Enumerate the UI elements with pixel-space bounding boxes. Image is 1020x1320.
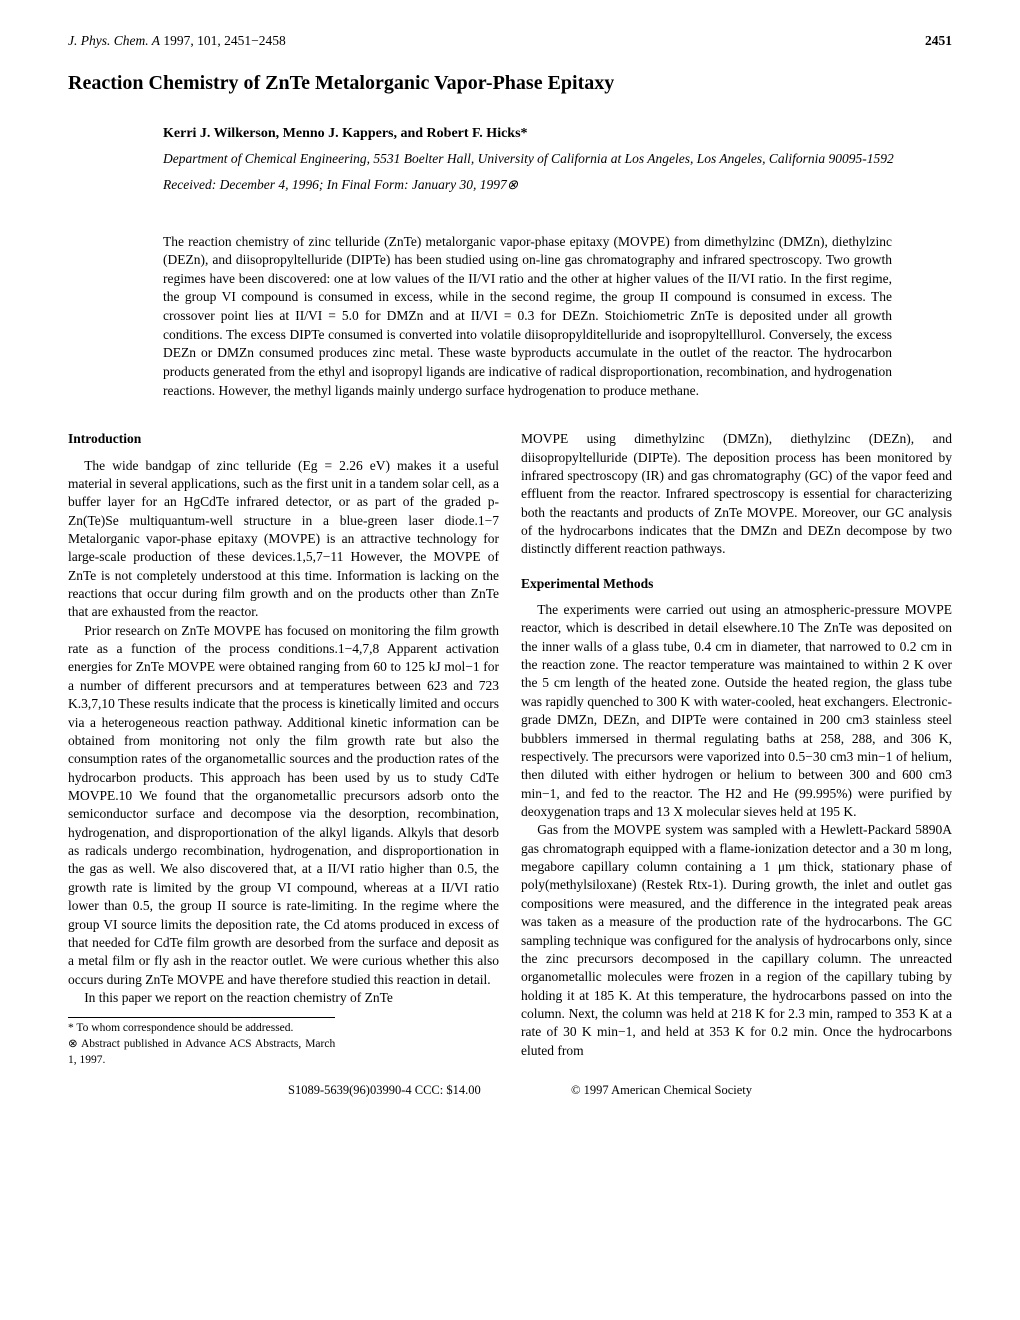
authors-block: Kerri J. Wilkerson, Menno J. Kappers, an… bbox=[163, 125, 932, 194]
footnotes: * To whom correspondence should be addre… bbox=[68, 1017, 335, 1068]
footnote-abstract-published: ⊗ Abstract published in Advance ACS Abst… bbox=[68, 1037, 335, 1068]
journal-year: 1997, bbox=[163, 33, 193, 48]
intro-paragraph-1: The wide bandgap of zinc telluride (Eg =… bbox=[68, 457, 499, 622]
intro-continuation: MOVPE using dimethylzinc (DMZn), diethyl… bbox=[521, 430, 952, 559]
article-title: Reaction Chemistry of ZnTe Metalorganic … bbox=[68, 70, 952, 97]
column-right: MOVPE using dimethylzinc (DMZn), diethyl… bbox=[521, 430, 952, 1068]
page-number: 2451 bbox=[925, 32, 952, 50]
copyright: © 1997 American Chemical Society bbox=[571, 1082, 752, 1099]
experimental-paragraph-1: The experiments were carried out using a… bbox=[521, 601, 952, 821]
column-left: Introduction The wide bandgap of zinc te… bbox=[68, 430, 499, 1068]
received-line: Received: December 4, 1996; In Final For… bbox=[163, 176, 932, 194]
authors: Kerri J. Wilkerson, Menno J. Kappers, an… bbox=[163, 125, 932, 144]
affiliation: Department of Chemical Engineering, 5531… bbox=[163, 150, 932, 168]
section-heading-experimental: Experimental Methods bbox=[521, 575, 952, 593]
intro-paragraph-3: In this paper we report on the reaction … bbox=[68, 989, 499, 1007]
footnote-correspondence: * To whom correspondence should be addre… bbox=[68, 1021, 335, 1037]
journal-name: J. Phys. Chem. A bbox=[68, 33, 160, 48]
journal-pages: 2451−2458 bbox=[224, 33, 286, 48]
experimental-paragraph-2: Gas from the MOVPE system was sampled wi… bbox=[521, 821, 952, 1060]
section-heading-introduction: Introduction bbox=[68, 430, 499, 448]
intro-paragraph-2: Prior research on ZnTe MOVPE has focused… bbox=[68, 622, 499, 989]
journal-reference: J. Phys. Chem. A 1997, 101, 2451−2458 bbox=[68, 32, 286, 50]
journal-volume: 101, bbox=[197, 33, 221, 48]
footer-row: S1089-5639(96)03990-4 CCC: $14.00 © 1997… bbox=[68, 1082, 952, 1099]
body-columns: Introduction The wide bandgap of zinc te… bbox=[68, 430, 952, 1068]
ccc-code: S1089-5639(96)03990-4 CCC: $14.00 bbox=[288, 1082, 481, 1099]
running-header: J. Phys. Chem. A 1997, 101, 2451−2458 24… bbox=[68, 32, 952, 50]
abstract: The reaction chemistry of zinc telluride… bbox=[163, 233, 892, 401]
